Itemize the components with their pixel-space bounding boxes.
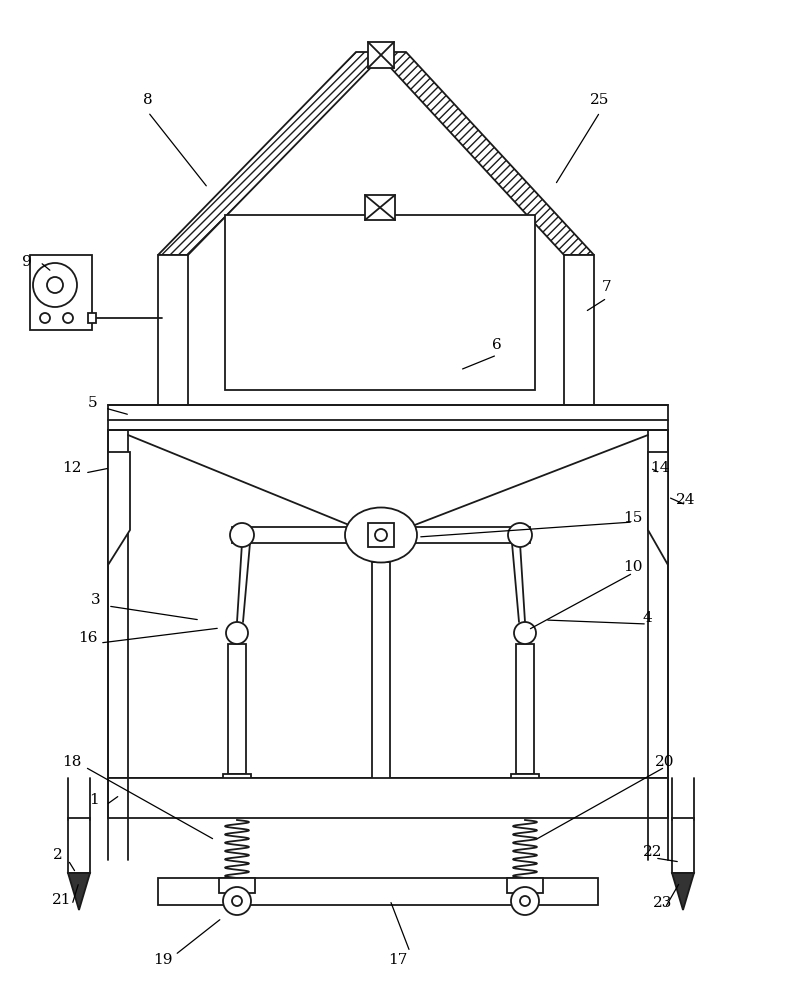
Circle shape: [63, 313, 73, 323]
Bar: [368, 523, 394, 547]
Text: 10: 10: [623, 560, 643, 574]
Circle shape: [33, 263, 77, 307]
Bar: [108, 430, 668, 778]
Circle shape: [223, 887, 251, 915]
Circle shape: [226, 622, 248, 644]
Text: 16: 16: [79, 631, 97, 645]
Bar: [88, 313, 96, 323]
Text: 9: 9: [22, 255, 32, 269]
Bar: [564, 255, 594, 420]
Polygon shape: [648, 452, 668, 565]
Bar: [158, 255, 188, 420]
Polygon shape: [108, 452, 130, 565]
Text: 22: 22: [643, 845, 663, 859]
Polygon shape: [158, 52, 386, 255]
Text: 5: 5: [88, 396, 97, 410]
Text: 14: 14: [650, 461, 670, 475]
Bar: [158, 878, 598, 905]
Bar: [30, 255, 92, 330]
Text: 23: 23: [653, 896, 673, 910]
Circle shape: [514, 622, 536, 644]
Text: 18: 18: [62, 755, 82, 769]
Bar: [372, 562, 390, 787]
Text: 2: 2: [53, 848, 63, 862]
Polygon shape: [672, 873, 694, 910]
Bar: [108, 778, 668, 818]
Text: 8: 8: [143, 93, 152, 107]
Text: 3: 3: [91, 593, 101, 607]
Circle shape: [230, 523, 254, 547]
Ellipse shape: [345, 508, 417, 562]
Circle shape: [375, 529, 387, 541]
Text: 7: 7: [602, 280, 612, 294]
Bar: [228, 644, 246, 774]
Bar: [68, 818, 90, 873]
Bar: [511, 774, 539, 792]
Text: 21: 21: [52, 893, 72, 907]
Polygon shape: [68, 873, 90, 910]
Text: 20: 20: [656, 755, 674, 769]
Bar: [507, 878, 543, 893]
Text: 12: 12: [62, 461, 82, 475]
Polygon shape: [376, 52, 594, 255]
Bar: [108, 405, 668, 430]
Circle shape: [520, 896, 530, 906]
Text: 6: 6: [492, 338, 502, 352]
Text: 17: 17: [388, 953, 408, 967]
Circle shape: [508, 523, 532, 547]
Text: 19: 19: [153, 953, 173, 967]
Circle shape: [511, 887, 539, 915]
Bar: [365, 195, 395, 220]
Circle shape: [232, 896, 242, 906]
Text: 4: 4: [642, 611, 652, 625]
Text: 1: 1: [89, 793, 99, 807]
Bar: [223, 774, 251, 792]
Bar: [368, 42, 394, 68]
Bar: [219, 878, 255, 893]
Bar: [516, 644, 534, 774]
Circle shape: [40, 313, 50, 323]
Bar: [672, 818, 694, 873]
Circle shape: [47, 277, 63, 293]
Bar: [232, 527, 530, 543]
Text: 15: 15: [623, 511, 643, 525]
Text: 24: 24: [676, 493, 696, 507]
Bar: [225, 215, 535, 390]
Text: 25: 25: [590, 93, 610, 107]
